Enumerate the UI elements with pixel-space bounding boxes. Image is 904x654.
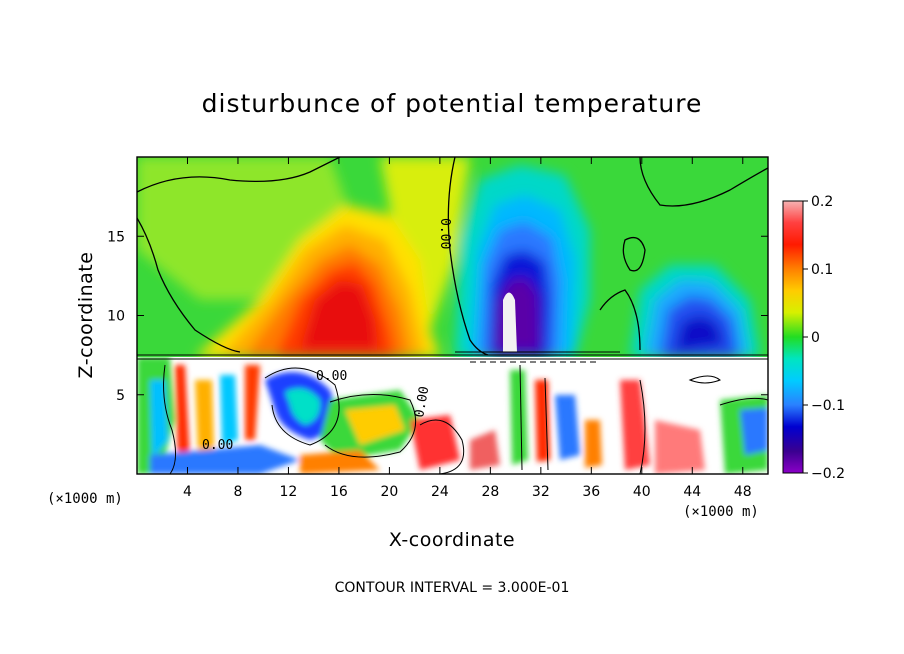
lower-field (137, 357, 768, 474)
colorbar: 0.2 0.1 0 −0.1 −0.2 (782, 194, 845, 482)
contour-label: 0.00 (316, 369, 347, 384)
cold-core (503, 292, 517, 352)
y-axis-title: Z-coordinate (75, 252, 97, 379)
colorbar-tick-label: 0.2 (811, 194, 833, 210)
x-unit-label: (×1000 m) (683, 504, 759, 520)
x-tick-label: 44 (683, 484, 701, 500)
y-tick-label: 10 (107, 309, 125, 325)
x-tick-label: 4 (183, 484, 192, 500)
x-tick-label: 28 (481, 484, 499, 500)
x-tick-label: 36 (582, 484, 600, 500)
upper-field (137, 157, 760, 357)
y-axis: 5 10 15 (107, 229, 768, 404)
plot-area: 0.00 0.00 0.00 0.00 (137, 157, 768, 474)
x-tick-label: 32 (532, 484, 550, 500)
chart-title: disturbunce of potential temperature (202, 89, 703, 118)
y-tick-label: 5 (116, 388, 125, 404)
y-tick-label: 15 (107, 229, 125, 245)
contour-label: 0.00 (202, 438, 233, 453)
contour-label: 0.00 (412, 385, 432, 418)
interface-layer (137, 351, 768, 363)
x-axis: 4 8 12 16 20 24 28 32 36 40 44 48 (183, 157, 752, 500)
lower-contours (163, 364, 768, 474)
x-axis-title: X-coordinate (389, 529, 515, 551)
x-tick-label: 24 (431, 484, 449, 500)
colorbar-ticks: 0.2 0.1 0 −0.1 −0.2 (803, 194, 845, 482)
y-unit-label: (×1000 m) (47, 491, 123, 507)
contour-interval-note: CONTOUR INTERVAL = 3.000E-01 (335, 580, 570, 596)
x-tick-label: 40 (633, 484, 651, 500)
x-tick-label: 48 (734, 484, 752, 500)
x-tick-label: 8 (233, 484, 242, 500)
upper-contours (137, 157, 768, 356)
colorbar-tick-label: −0.1 (811, 398, 845, 414)
contour-label: 0.00 (437, 218, 452, 249)
x-tick-label: 12 (280, 484, 298, 500)
colorbar-tick-label: −0.2 (811, 466, 845, 482)
colorbar-gradient (782, 200, 804, 474)
x-tick-label: 16 (330, 484, 348, 500)
x-tick-label: 20 (380, 484, 398, 500)
colorbar-tick-label: 0 (811, 330, 820, 346)
colorbar-tick-label: 0.1 (811, 262, 833, 278)
